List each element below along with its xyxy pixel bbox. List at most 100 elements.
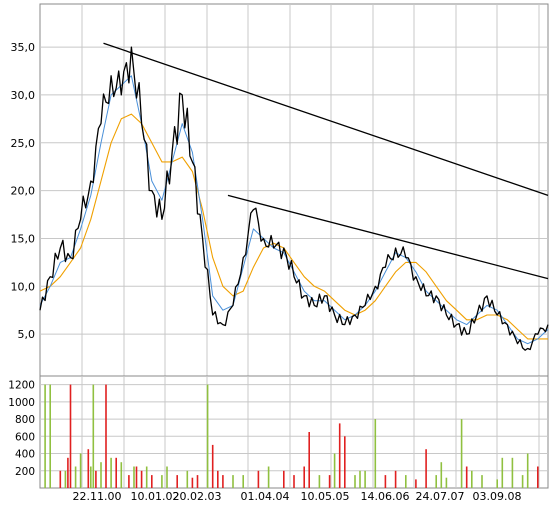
volume-y-ticks: 200 400 600 800 1000 1200	[8, 380, 35, 478]
trend-line-2	[227, 194, 549, 280]
volume-bar	[120, 462, 123, 488]
volume-bar	[67, 457, 69, 488]
volume-bar	[283, 470, 285, 488]
volume-bar	[110, 457, 112, 488]
volume-bar	[364, 470, 366, 488]
volume-bar	[90, 466, 92, 488]
volume-bar	[481, 475, 483, 488]
volume-bar	[186, 470, 189, 488]
volume-bar	[95, 470, 97, 488]
volume-y-tick-label: 1200	[8, 380, 35, 392]
volume-bar	[511, 457, 514, 488]
volume-bars	[44, 384, 539, 488]
volume-bar	[344, 436, 346, 488]
price-gridlines	[40, 4, 548, 382]
volume-bar	[196, 475, 199, 488]
volume-bar	[128, 475, 130, 488]
trend-line-1	[103, 42, 549, 197]
price-y-ticks: 5,0 10,0 15,0 20,0 25,0 30,0 35,0	[11, 41, 36, 341]
volume-x-tick-label: 22.11.00	[73, 490, 122, 503]
volume-bar	[435, 475, 437, 488]
volume-bar	[133, 466, 135, 488]
volume-bar	[222, 475, 224, 488]
volume-bar	[338, 423, 341, 488]
volume-x-tick-label: 03.09.08	[473, 490, 522, 503]
volume-bar	[217, 470, 219, 488]
volume-y-tick-label: 600	[15, 431, 35, 443]
volume-panel: 200 400 600 800 1000 1200 22.11.00 10.01.0220.…	[8, 375, 549, 503]
volume-y-tick-label: 800	[15, 414, 35, 426]
volume-bar	[318, 475, 321, 488]
volume-bar	[257, 470, 260, 488]
price-y-tick-label: 10,0	[11, 280, 36, 293]
volume-bar	[415, 479, 417, 488]
volume-bar	[526, 453, 529, 488]
volume-y-tick-label: 200	[15, 466, 35, 478]
volume-bar	[100, 462, 102, 488]
volume-bar	[176, 475, 178, 488]
volume-bar	[465, 466, 468, 488]
volume-bar	[328, 475, 331, 488]
volume-x-tick-label: 24.07.07	[416, 490, 465, 503]
volume-bar	[267, 466, 270, 488]
volume-bar	[496, 479, 498, 488]
volume-bar	[374, 419, 377, 488]
volume-bar	[145, 466, 148, 488]
volume-bar	[74, 466, 77, 488]
volume-bar	[303, 466, 305, 488]
volume-bar	[135, 466, 138, 488]
volume-bar	[206, 384, 209, 488]
volume-bar	[425, 449, 427, 488]
ma-long-line	[39, 113, 548, 340]
volume-y-tick-label: 1000	[8, 397, 35, 409]
price-y-tick-label: 35,0	[11, 41, 36, 54]
volume-x-tick-label: 10.05.05	[301, 490, 350, 503]
volume-bar	[115, 457, 117, 488]
price-series-group	[39, 46, 549, 351]
volume-bar	[333, 453, 336, 488]
volume-bar	[521, 475, 524, 488]
volume-bar	[354, 475, 356, 488]
volume-bar	[140, 470, 143, 488]
volume-bar	[79, 453, 82, 488]
volume-bar	[87, 449, 90, 488]
volume-bar	[242, 475, 244, 488]
volume-y-tick-label: 400	[15, 449, 35, 461]
volume-bar	[191, 477, 194, 488]
volume-bar	[445, 477, 448, 488]
price-plot-area	[39, 3, 549, 383]
price-panel: 5,010,015,020,025,030,035,0 22.11.0010.0…	[11, 3, 549, 401]
price-y-tick-label: 15,0	[11, 232, 36, 245]
volume-x-tick-label: 14.06.06	[361, 490, 410, 503]
trend-lines	[103, 42, 549, 280]
volume-bar	[471, 470, 473, 488]
volume-bar	[151, 475, 153, 488]
volume-x-tick-label: 10.01.02	[131, 490, 180, 503]
volume-bar	[161, 475, 163, 488]
price-y-tick-label: 5,0	[18, 328, 36, 341]
volume-bar	[537, 466, 539, 488]
volume-bar	[69, 384, 72, 488]
volume-bar	[64, 470, 67, 488]
volume-bar	[501, 457, 504, 488]
price-y-tick-label: 30,0	[11, 89, 36, 102]
volume-bar	[460, 419, 463, 488]
volume-plot-area	[39, 375, 549, 489]
volume-bar	[232, 475, 234, 488]
volume-bar	[44, 384, 46, 488]
ma-short-line	[39, 75, 549, 345]
volume-bar	[293, 475, 295, 488]
volume-bar	[308, 432, 310, 488]
volume-bar	[49, 384, 51, 488]
volume-bar	[166, 466, 168, 488]
volume-x-tick-label: 01.04.04	[241, 490, 290, 503]
volume-bar	[92, 384, 95, 488]
price-y-tick-label: 20,0	[11, 185, 36, 198]
volume-bar	[359, 470, 361, 488]
price-line	[39, 46, 549, 351]
volume-bar	[405, 475, 407, 488]
volume-bar	[384, 475, 387, 488]
volume-bar	[105, 384, 107, 488]
